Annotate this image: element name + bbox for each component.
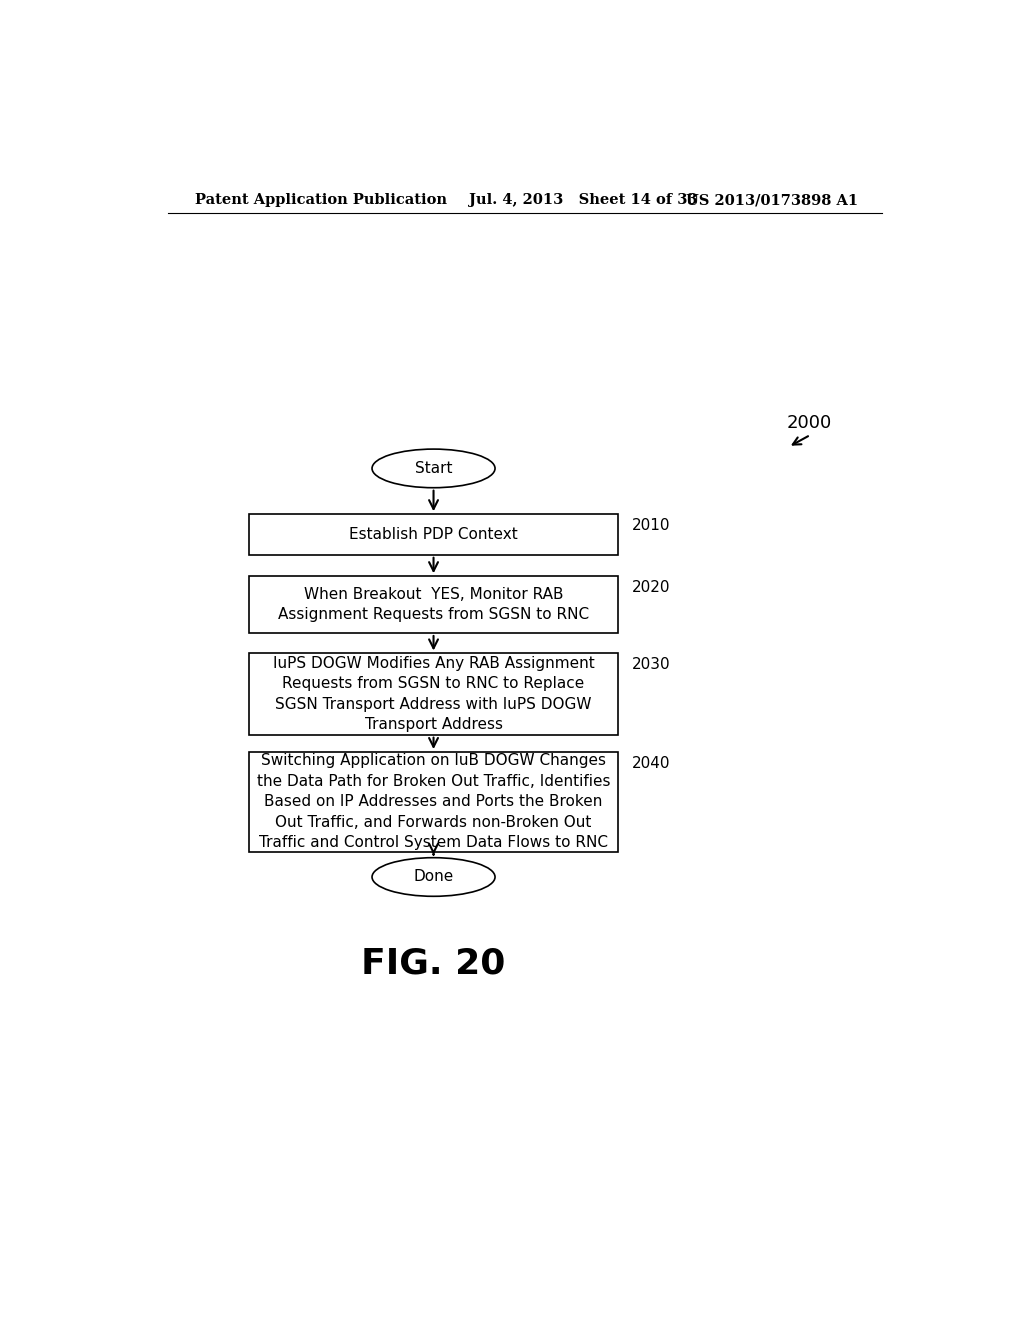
Text: Start: Start [415,461,453,477]
Text: 2000: 2000 [786,413,831,432]
FancyBboxPatch shape [249,653,618,735]
FancyBboxPatch shape [249,576,618,634]
Text: Establish PDP Context: Establish PDP Context [349,527,518,543]
Text: Switching Application on IuB DOGW Changes
the Data Path for Broken Out Traffic, : Switching Application on IuB DOGW Change… [257,754,610,850]
Text: 2040: 2040 [633,756,671,771]
Ellipse shape [372,858,495,896]
Text: Done: Done [414,870,454,884]
Text: US 2013/0173898 A1: US 2013/0173898 A1 [686,193,858,207]
Text: Patent Application Publication: Patent Application Publication [196,193,447,207]
Text: 2020: 2020 [633,581,671,595]
FancyBboxPatch shape [249,515,618,554]
Ellipse shape [372,449,495,487]
Text: 2010: 2010 [633,519,671,533]
Text: FIG. 20: FIG. 20 [361,946,506,981]
Text: IuPS DOGW Modifies Any RAB Assignment
Requests from SGSN to RNC to Replace
SGSN : IuPS DOGW Modifies Any RAB Assignment Re… [272,656,594,733]
Text: Jul. 4, 2013   Sheet 14 of 33: Jul. 4, 2013 Sheet 14 of 33 [469,193,697,207]
FancyBboxPatch shape [249,752,618,851]
Text: 2030: 2030 [633,657,671,672]
Text: When Breakout  YES, Monitor RAB
Assignment Requests from SGSN to RNC: When Breakout YES, Monitor RAB Assignmen… [278,587,589,622]
